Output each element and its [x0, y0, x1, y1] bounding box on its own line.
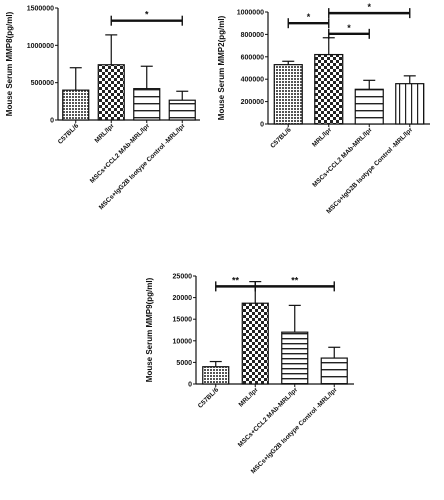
y-tick-label: 0: [260, 122, 264, 129]
y-tick-label: 800000: [241, 32, 264, 39]
y-tick-label: 500000: [31, 80, 54, 87]
x-tick-label: MSCs+CCL2 MAb-MRL/lpr: [89, 122, 152, 185]
bar: [97, 64, 125, 121]
bar: [281, 331, 309, 385]
chart-mmp8: 0 500000 1000000 1500000 Mouse Serum MMP8(pg…: [5, 6, 200, 211]
y-tick-label: 25000: [173, 274, 193, 281]
x-tick-label: MSCs+IgG2B Isotype Control -MRL/lpr: [325, 126, 414, 215]
bar: [273, 64, 303, 125]
bar: [202, 366, 230, 385]
y-tick-label: 15000: [173, 317, 193, 324]
significance-label: **: [232, 275, 240, 285]
y-tick-label: 200000: [241, 99, 264, 106]
bar: [354, 88, 384, 125]
y-axis-title: Mouse Serum MMP9(pg/ml): [145, 277, 154, 382]
bar: [133, 88, 161, 121]
bar: [314, 53, 344, 125]
chart-mmp9: 0 5000 10000 15000 20000 25000 Mouse Serum MMP…: [145, 274, 354, 475]
bar: [241, 302, 269, 385]
x-tick-label: MRL/lpr: [94, 122, 116, 144]
x-tick-label: C57BL/6: [269, 126, 293, 150]
significance-label: *: [307, 12, 311, 22]
y-tick-label: 5000: [176, 360, 192, 367]
chart-mmp2: 0 200000 400000 600000 800000 1000000 Mouse Se…: [217, 2, 430, 215]
y-tick-label: 0: [188, 382, 192, 389]
x-tick-label: MRL/lpr: [311, 126, 333, 148]
x-tick-label: MRL/lpr: [238, 386, 260, 408]
y-tick-label: 600000: [241, 54, 264, 61]
x-tick-label: MSCs+IgG2B Isotype Control -MRL/lpr: [250, 386, 339, 475]
bar: [320, 357, 348, 385]
y-tick-label: 1000000: [237, 10, 264, 17]
y-tick-label: 400000: [241, 77, 264, 84]
significance-label: *: [145, 10, 149, 20]
significance-label: *: [347, 23, 351, 33]
y-tick-label: 0: [50, 118, 54, 125]
significance-label: **: [291, 275, 299, 285]
bar: [168, 99, 196, 121]
bar: [62, 89, 90, 121]
bar: [395, 83, 425, 125]
y-axis-title: Mouse Serum MMP8(pg/ml): [5, 11, 14, 116]
significance-label: *: [367, 2, 371, 12]
y-tick-label: 1000000: [27, 43, 54, 50]
y-tick-label: 10000: [173, 338, 193, 345]
x-tick-label: C57BL/6: [197, 386, 221, 410]
y-axis-title: Mouse Serum MMP2(pg/ml): [217, 15, 226, 120]
y-tick-label: 1500000: [27, 6, 54, 13]
y-tick-label: 20000: [173, 295, 193, 302]
x-tick-label: C57BL/6: [57, 122, 81, 146]
